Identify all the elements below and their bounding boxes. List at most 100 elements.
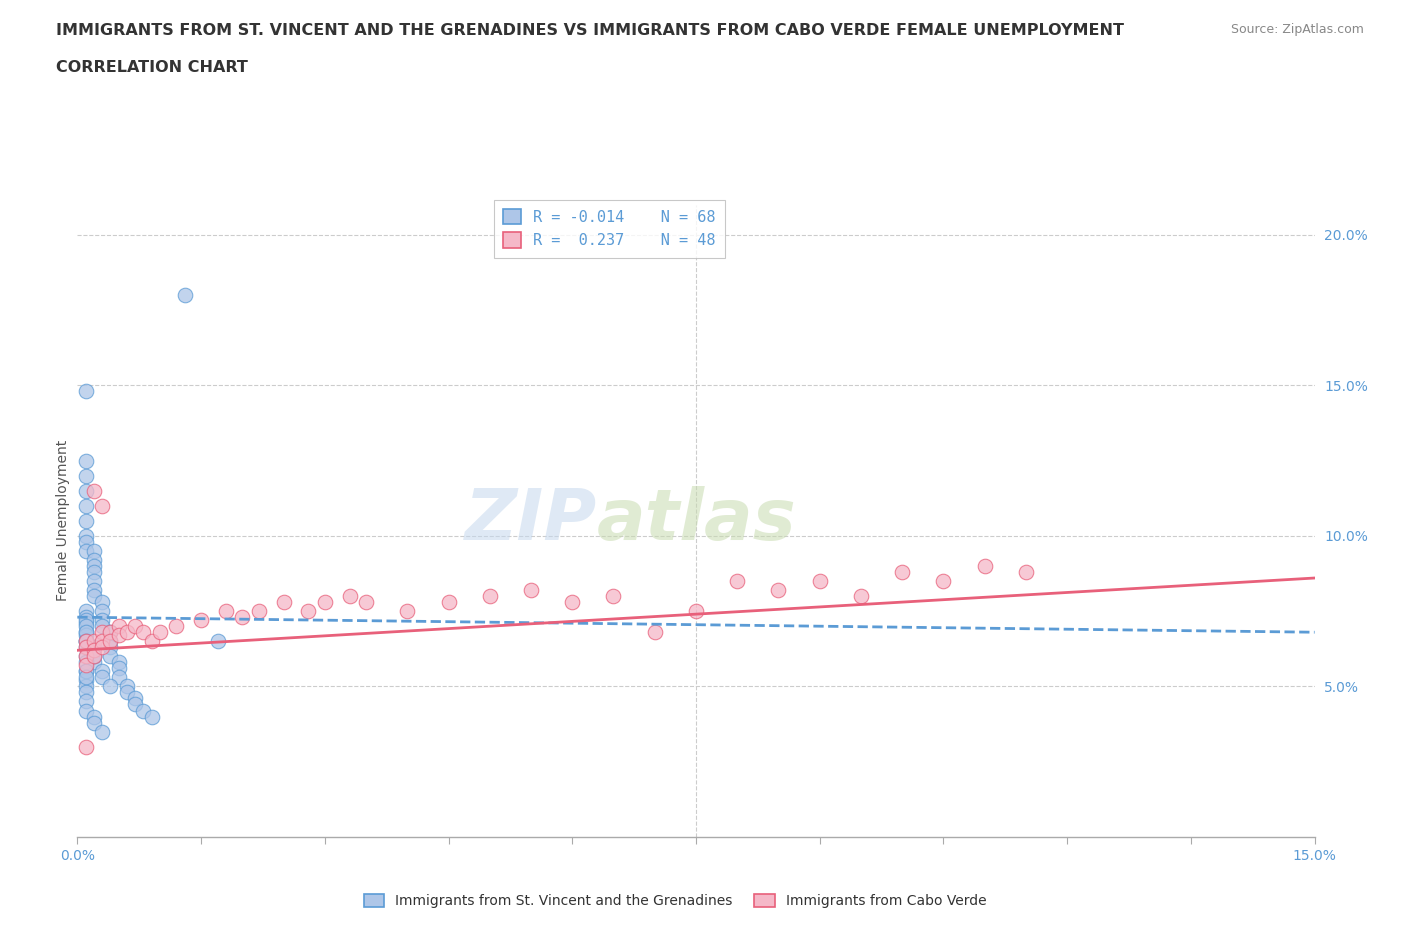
Point	[75, 664, 97, 679]
Point	[141, 709, 163, 724]
Point	[75, 670, 97, 684]
Point	[83, 543, 105, 558]
Point	[107, 661, 129, 676]
Point	[437, 594, 460, 609]
Point	[190, 613, 212, 628]
Point	[107, 618, 129, 633]
Point	[107, 670, 129, 684]
Point	[83, 565, 105, 579]
Point	[75, 613, 97, 628]
Point	[83, 484, 105, 498]
Point	[83, 552, 105, 567]
Point	[75, 484, 97, 498]
Text: Source: ZipAtlas.com: Source: ZipAtlas.com	[1230, 23, 1364, 36]
Point	[149, 625, 172, 640]
Point	[75, 703, 97, 718]
Point	[75, 616, 97, 631]
Y-axis label: Female Unemployment: Female Unemployment	[56, 440, 70, 602]
Point	[75, 528, 97, 543]
Point	[215, 604, 238, 618]
Point	[75, 658, 97, 672]
Point	[75, 634, 97, 649]
Point	[165, 618, 187, 633]
Point	[107, 655, 129, 670]
Point	[98, 634, 121, 649]
Point	[75, 679, 97, 694]
Point	[339, 589, 361, 604]
Point	[207, 634, 229, 649]
Point	[91, 670, 114, 684]
Point	[98, 679, 121, 694]
Point	[891, 565, 914, 579]
Point	[83, 640, 105, 655]
Point	[314, 594, 336, 609]
Point	[75, 685, 97, 700]
Point	[75, 640, 97, 655]
Point	[75, 634, 97, 649]
Legend: Immigrants from St. Vincent and the Grenadines, Immigrants from Cabo Verde: Immigrants from St. Vincent and the Gren…	[359, 889, 991, 914]
Point	[75, 664, 97, 679]
Point	[75, 739, 97, 754]
Point	[231, 610, 253, 625]
Point	[75, 468, 97, 483]
Point	[132, 625, 155, 640]
Point	[685, 604, 707, 618]
Text: atlas: atlas	[598, 486, 797, 555]
Point	[115, 685, 138, 700]
Point	[83, 649, 105, 664]
Point	[91, 634, 114, 649]
Point	[141, 634, 163, 649]
Point	[124, 698, 146, 712]
Point	[644, 625, 666, 640]
Point	[91, 498, 114, 513]
Point	[75, 543, 97, 558]
Point	[91, 625, 114, 640]
Point	[107, 628, 129, 643]
Point	[75, 628, 97, 643]
Point	[75, 618, 97, 633]
Point	[297, 604, 319, 618]
Point	[83, 655, 105, 670]
Point	[768, 582, 790, 597]
Point	[932, 574, 955, 589]
Point	[247, 604, 270, 618]
Point	[75, 634, 97, 649]
Point	[808, 574, 831, 589]
Point	[83, 634, 105, 649]
Point	[520, 582, 543, 597]
Point	[75, 384, 97, 399]
Point	[725, 574, 748, 589]
Point	[91, 640, 114, 655]
Point	[91, 594, 114, 609]
Point	[273, 594, 295, 609]
Point	[98, 625, 121, 640]
Point	[75, 625, 97, 640]
Point	[83, 643, 105, 658]
Point	[91, 724, 114, 739]
Point	[1015, 565, 1038, 579]
Point	[83, 582, 105, 597]
Point	[83, 649, 105, 664]
Point	[115, 625, 138, 640]
Text: ZIP: ZIP	[465, 486, 598, 555]
Point	[132, 703, 155, 718]
Point	[75, 640, 97, 655]
Point	[173, 287, 195, 302]
Point	[124, 691, 146, 706]
Point	[83, 589, 105, 604]
Point	[75, 634, 97, 649]
Point	[973, 559, 995, 574]
Point	[75, 513, 97, 528]
Point	[91, 613, 114, 628]
Point	[115, 679, 138, 694]
Point	[83, 715, 105, 730]
Point	[83, 574, 105, 589]
Point	[98, 634, 121, 649]
Text: CORRELATION CHART: CORRELATION CHART	[56, 60, 247, 75]
Point	[83, 709, 105, 724]
Point	[75, 649, 97, 664]
Legend: R = -0.014    N = 68, R =  0.237    N = 48: R = -0.014 N = 68, R = 0.237 N = 48	[494, 200, 725, 258]
Point	[75, 453, 97, 468]
Point	[478, 589, 501, 604]
Point	[91, 618, 114, 633]
